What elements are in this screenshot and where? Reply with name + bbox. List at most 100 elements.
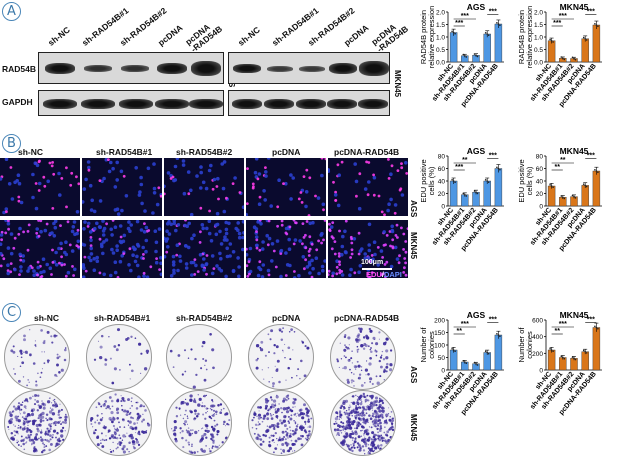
data-point (462, 192, 465, 195)
bar (592, 327, 601, 371)
colony-plate (330, 324, 396, 390)
data-point (484, 179, 487, 181)
bar (483, 180, 491, 207)
data-point (497, 167, 500, 170)
y-tick-label: 20 (438, 191, 446, 198)
data-point (452, 31, 455, 34)
data-point (452, 180, 455, 182)
lane-label: pcDNA -RAD54B (369, 21, 411, 55)
data-point (452, 349, 455, 351)
panel-letter-a: A (2, 2, 21, 21)
data-point (486, 351, 488, 354)
y-tick-label: 80 (536, 154, 544, 161)
colony-plate (86, 390, 152, 456)
data-point (462, 360, 465, 362)
data-point (451, 179, 453, 181)
y-tick-label: 600 (532, 318, 543, 325)
y-axis-label-line: relative expression (525, 6, 534, 69)
data-point (562, 196, 564, 199)
significance-label: *** (455, 20, 463, 27)
column-header: sh-NC (18, 147, 44, 157)
data-point (597, 25, 599, 28)
data-point (571, 56, 574, 59)
data-point (563, 197, 566, 200)
edu-micrograph (0, 220, 80, 278)
data-point (595, 326, 598, 329)
data-point (585, 39, 588, 41)
chart-title: MKN45 (560, 146, 589, 156)
stain-dapi: DAPI (383, 270, 402, 279)
data-point (487, 352, 490, 355)
y-tick-label: 60 (438, 166, 446, 173)
y-tick-label: 1.0 (534, 35, 543, 42)
data-point (597, 327, 599, 330)
colony-plate (4, 390, 70, 456)
data-point (451, 30, 453, 33)
significance-label: *** (587, 317, 595, 324)
column-header: sh-NC (34, 313, 60, 323)
column-header: sh-RAD54B#2 (176, 147, 233, 157)
data-point (476, 192, 479, 195)
edu-micrograph (246, 220, 326, 278)
y-tick-label: 50 (438, 355, 446, 362)
significance-label: *** (461, 321, 469, 328)
data-point (496, 333, 498, 335)
data-point (454, 32, 456, 35)
panel-letter-b: B (2, 134, 21, 153)
significance-label: ** (560, 157, 566, 164)
colony-plate (248, 324, 314, 390)
y-tick-label: 40 (536, 179, 544, 186)
data-point (594, 169, 596, 171)
y-axis-label-line: Number of (419, 327, 428, 363)
row-label: MKN45 (409, 414, 418, 442)
bar (547, 40, 556, 63)
data-point (584, 350, 586, 353)
data-point (497, 334, 500, 336)
y-axis-label-line: colonies (427, 331, 436, 359)
data-point (560, 56, 563, 58)
western-blot-gapdh-ags (38, 90, 224, 116)
significance-label: *** (559, 13, 567, 20)
data-point (465, 362, 468, 364)
bar (494, 334, 503, 371)
y-axis-label: RAD54B proteinrelative expression (419, 6, 436, 69)
y-axis-label-line: EDU positive (419, 159, 428, 202)
data-point (562, 57, 564, 60)
lane-label: pcDNA -RAD54B (183, 21, 225, 55)
bar (592, 170, 601, 207)
bar (483, 33, 491, 63)
data-point (594, 325, 596, 328)
y-tick-label: 0.0 (534, 60, 543, 67)
y-axis-label-line: RAD54B protein (517, 10, 526, 64)
data-point (574, 358, 577, 361)
data-point (476, 364, 479, 366)
bar (449, 349, 458, 371)
y-tick-label: 2.0 (436, 10, 445, 17)
edu-micrograph (164, 220, 244, 278)
column-header: sh-RAD54B#1 (94, 313, 151, 323)
data-point (584, 37, 586, 40)
y-tick-label: 1.5 (436, 22, 445, 29)
data-point (496, 22, 498, 24)
y-axis-label: Number ofcolonies (419, 327, 436, 363)
y-tick-label: 2.0 (534, 10, 543, 17)
data-point (573, 195, 575, 198)
column-header: pcDNA-RAD54B (334, 147, 400, 157)
colony-plate (330, 390, 396, 456)
data-point (585, 352, 588, 354)
data-point (582, 349, 585, 352)
lane-label: sh-NC (236, 24, 262, 48)
data-point (560, 195, 563, 197)
data-point (574, 197, 577, 199)
data-point (473, 53, 476, 55)
y-tick-label: 80 (438, 154, 446, 161)
significance-label: *** (461, 13, 469, 20)
stain-legend: EDU/DAPI (366, 270, 402, 279)
colony-plate (166, 324, 232, 390)
data-point (563, 58, 566, 61)
significance-label: ** (554, 164, 560, 171)
stain-edu: EDU (366, 270, 382, 279)
colony-plate (166, 390, 232, 456)
stain-sep: / (381, 270, 384, 279)
